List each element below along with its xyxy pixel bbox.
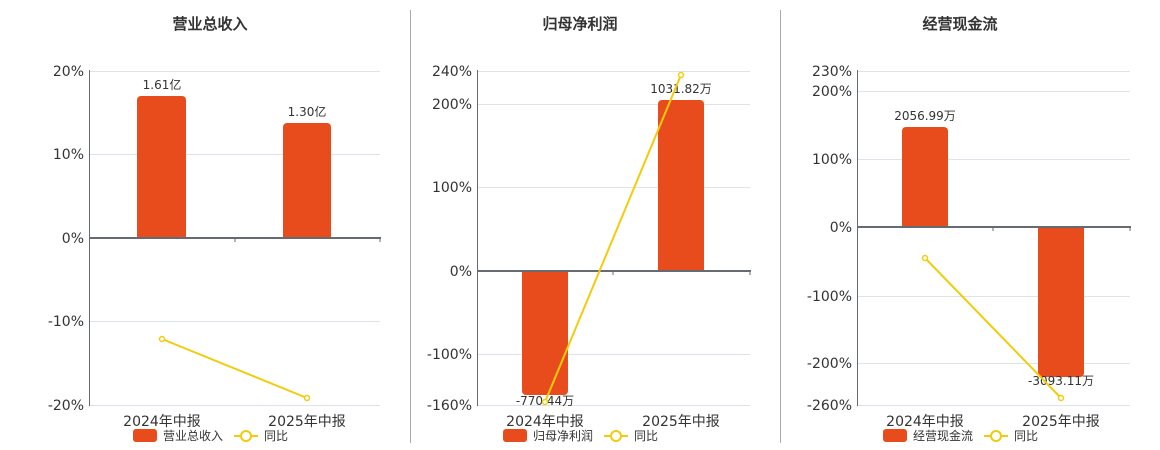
yoy-point[interactable] <box>158 335 166 343</box>
y-axis-ticks: 20% 10% 0% -10% -20% <box>48 64 84 414</box>
legend-bar-swatch[interactable] <box>503 429 527 442</box>
svg-text:20%: 20% <box>53 64 84 80</box>
gridlines <box>477 71 750 406</box>
legend-line-swatch[interactable] <box>610 430 622 442</box>
bar-2025[interactable] <box>283 123 331 238</box>
legend: 经营现金流 同比 <box>883 428 1038 443</box>
svg-text:-100%: -100% <box>807 289 852 305</box>
yoy-line <box>924 257 1062 399</box>
bar-value-label: 1.61亿 <box>143 77 182 92</box>
y-axis-ticks: 230% 200% 100% 0% -100% -200% -260% <box>807 64 852 414</box>
yoy-point[interactable] <box>921 254 929 262</box>
y-axis-ticks: 240% 200% 100% 0% -100% -160% <box>427 64 472 414</box>
svg-text:同比: 同比 <box>264 429 288 443</box>
svg-text:100%: 100% <box>432 180 472 196</box>
svg-text:同比: 同比 <box>634 429 658 443</box>
chart-title: 营业总收入 <box>172 15 247 33</box>
yoy-point[interactable] <box>677 71 685 79</box>
bar-2024[interactable] <box>137 96 186 238</box>
svg-text:230%: 230% <box>812 64 852 80</box>
bar-2024[interactable] <box>522 271 568 395</box>
svg-text:经营现金流: 经营现金流 <box>913 428 973 443</box>
yoy-point[interactable] <box>541 398 549 406</box>
bar-2025[interactable] <box>1038 227 1084 377</box>
legend-bar-swatch[interactable] <box>133 429 157 442</box>
x-label: 2025年中报 <box>1022 414 1100 430</box>
gridlines <box>857 71 1130 406</box>
chart-operating-cashflow: 经营现金流 230% 200% 100% 0% -100% -200% -260… <box>807 15 1131 443</box>
legend: 归母净利润 同比 <box>503 429 658 443</box>
bar-value-label: 2056.99万 <box>894 109 956 123</box>
svg-text:-160%: -160% <box>427 398 472 414</box>
svg-text:0%: 0% <box>62 231 84 247</box>
legend: 营业总收入 同比 <box>133 429 288 443</box>
bar-2024[interactable] <box>902 127 948 227</box>
chart-revenue: 营业总收入 20% 10% 0% -10% -20% 1.61亿 1.30亿 2… <box>48 15 381 443</box>
x-label: 2024年中报 <box>886 414 964 430</box>
x-label: 2025年中报 <box>268 414 346 430</box>
svg-text:240%: 240% <box>432 64 472 80</box>
svg-text:-10%: -10% <box>48 314 84 330</box>
yoy-point[interactable] <box>1057 394 1065 402</box>
svg-text:100%: 100% <box>812 152 852 168</box>
svg-text:同比: 同比 <box>1014 429 1038 443</box>
bar-2025[interactable] <box>658 100 704 271</box>
svg-text:200%: 200% <box>432 97 472 113</box>
x-label: 2025年中报 <box>642 414 720 430</box>
chart-net-profit: 归母净利润 240% 200% 100% 0% -100% -160% -770… <box>427 15 751 443</box>
svg-text:0%: 0% <box>450 264 472 280</box>
legend-bar-swatch[interactable] <box>883 429 907 442</box>
svg-text:-100%: -100% <box>427 347 472 363</box>
svg-text:10%: 10% <box>53 147 84 163</box>
svg-text:营业总收入: 营业总收入 <box>163 429 223 443</box>
bar-value-label: 1031.82万 <box>650 82 712 96</box>
svg-text:-260%: -260% <box>807 398 852 414</box>
legend-line-swatch[interactable] <box>240 430 252 442</box>
chart-title: 经营现金流 <box>922 15 997 33</box>
svg-text:200%: 200% <box>812 84 852 100</box>
svg-text:归母净利润: 归母净利润 <box>533 429 593 443</box>
yoy-point[interactable] <box>303 394 311 402</box>
x-label: 2024年中报 <box>506 414 584 430</box>
x-label: 2024年中报 <box>123 414 201 430</box>
svg-text:0%: 0% <box>830 220 852 236</box>
yoy-line <box>544 74 682 403</box>
svg-text:-20%: -20% <box>48 398 84 414</box>
chart-title: 归母净利润 <box>542 15 617 33</box>
bar-value-label: 1.30亿 <box>288 104 327 119</box>
legend-line-swatch[interactable] <box>990 430 1002 442</box>
svg-text:-200%: -200% <box>807 356 852 372</box>
bar-value-label: -3093.11万 <box>1028 374 1094 388</box>
yoy-line <box>161 338 308 399</box>
